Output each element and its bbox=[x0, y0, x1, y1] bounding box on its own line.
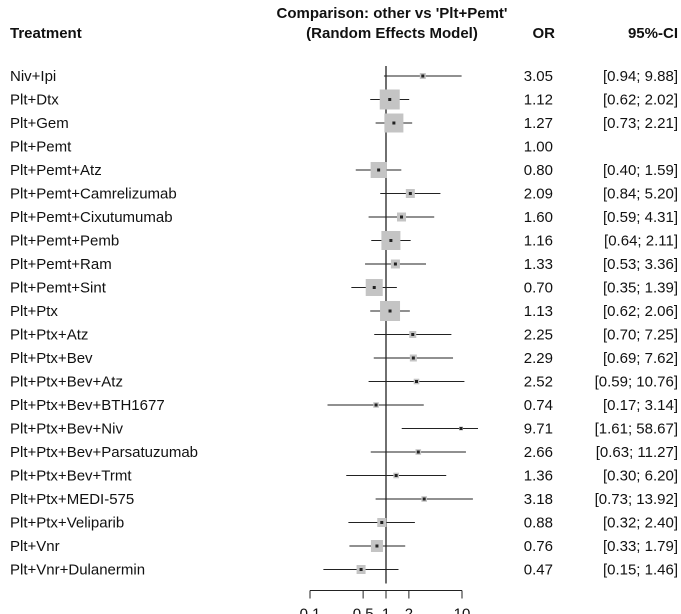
treatment-label-plt-pemt-atz: Plt+Pemt+Atz bbox=[10, 162, 102, 179]
or-value-plt-vnr-dulanermin: 0.47 bbox=[524, 562, 553, 579]
treatment-label-plt-pemt-camrelizumab: Plt+Pemt+Camrelizumab bbox=[10, 186, 177, 203]
chart-title: Comparison: other vs 'Plt+Pemt' bbox=[277, 5, 508, 22]
ci-value-plt-ptx-medi-575: [0.73; 13.92] bbox=[595, 491, 678, 508]
estimate-point-plt-ptx bbox=[388, 309, 392, 313]
x-tick-label-0: 0.1 bbox=[300, 606, 321, 614]
or-value-plt-pemt-cixutumumab: 1.60 bbox=[524, 209, 553, 226]
treatment-column-header: Treatment bbox=[10, 25, 82, 42]
estimate-point-plt-ptx-bev bbox=[411, 356, 415, 360]
treatment-label-plt-vnr-dulanermin: Plt+Vnr+Dulanermin bbox=[10, 562, 145, 579]
or-value-plt-pemt-ram: 1.33 bbox=[524, 256, 553, 273]
chart-subtitle: (Random Effects Model) bbox=[306, 25, 478, 42]
ci-value-plt-ptx-bev-trmt: [0.30; 6.20] bbox=[603, 468, 678, 485]
or-value-plt-ptx: 1.13 bbox=[524, 303, 553, 320]
ci-value-plt-dtx: [0.62; 2.02] bbox=[603, 92, 678, 109]
treatment-label-plt-pemt-cixutumumab: Plt+Pemt+Cixutumumab bbox=[10, 209, 173, 226]
treatment-label-plt-ptx-bev-niv: Plt+Ptx+Bev+Niv bbox=[10, 421, 123, 438]
estimate-point-plt-ptx-atz bbox=[411, 333, 415, 336]
treatment-label-plt-vnr: Plt+Vnr bbox=[10, 538, 60, 555]
treatment-label-plt-pemt: Plt+Pemt bbox=[10, 139, 72, 156]
treatment-label-plt-ptx-bev-atz: Plt+Ptx+Bev+Atz bbox=[10, 374, 123, 391]
or-value-plt-ptx-bev-atz: 2.52 bbox=[524, 374, 553, 391]
treatment-label-plt-pemt-pemb: Plt+Pemt+Pemb bbox=[10, 233, 119, 250]
estimate-point-plt-ptx-bev-trmt bbox=[394, 474, 398, 477]
estimate-point-plt-pemt-camrelizumab bbox=[408, 192, 412, 195]
x-tick-label-2: 1 bbox=[382, 606, 390, 614]
x-tick-label-3: 2 bbox=[405, 606, 413, 614]
or-value-plt-ptx-bev: 2.29 bbox=[524, 350, 553, 367]
ci-value-plt-pemt-camrelizumab: [0.84; 5.20] bbox=[603, 186, 678, 203]
or-value-plt-ptx-medi-575: 3.18 bbox=[524, 491, 553, 508]
estimate-point-plt-ptx-veliparib bbox=[380, 521, 384, 524]
ci-value-plt-ptx-bev-bth1677: [0.17; 3.14] bbox=[603, 397, 678, 414]
ci-value-plt-vnr: [0.33; 1.79] bbox=[603, 538, 678, 555]
or-value-plt-ptx-bev-bth1677: 0.74 bbox=[524, 397, 553, 414]
ci-value-plt-pemt-pemb: [0.64; 2.11] bbox=[604, 233, 678, 250]
ci-value-plt-ptx-bev-parsatuzumab: [0.63; 11.27] bbox=[596, 444, 678, 461]
ci-value-niv-ipi: [0.94; 9.88] bbox=[603, 68, 678, 85]
treatment-label-plt-ptx-bev: Plt+Ptx+Bev bbox=[10, 350, 93, 367]
estimate-point-plt-pemt-ram bbox=[393, 262, 397, 266]
estimate-point-plt-ptx-bev-niv bbox=[459, 427, 463, 430]
ci-column-header: 95%-CI bbox=[628, 25, 678, 42]
treatment-label-niv-ipi: Niv+Ipi bbox=[10, 68, 56, 85]
or-value-plt-pemt-pemb: 1.16 bbox=[524, 233, 553, 250]
treatment-label-plt-ptx-medi-575: Plt+Ptx+MEDI-575 bbox=[10, 491, 134, 508]
estimate-point-plt-gem bbox=[392, 121, 396, 125]
treatment-label-plt-ptx: Plt+Ptx bbox=[10, 303, 58, 320]
or-value-plt-pemt: 1.00 bbox=[524, 139, 553, 156]
or-value-plt-pemt-camrelizumab: 2.09 bbox=[524, 186, 553, 203]
estimate-point-plt-ptx-bev-parsatuzumab bbox=[416, 450, 420, 454]
ci-value-plt-pemt-cixutumumab: [0.59; 4.31] bbox=[603, 209, 678, 226]
or-value-plt-dtx: 1.12 bbox=[524, 92, 553, 109]
treatment-label-plt-ptx-bev-trmt: Plt+Ptx+Bev+Trmt bbox=[10, 468, 132, 485]
estimate-point-plt-pemt-atz bbox=[377, 168, 381, 172]
or-value-plt-gem: 1.27 bbox=[524, 115, 553, 132]
estimate-point-plt-ptx-bev-bth1677 bbox=[374, 403, 378, 407]
ci-value-plt-pemt-sint: [0.35; 1.39] bbox=[603, 280, 678, 297]
or-value-plt-pemt-atz: 0.80 bbox=[524, 162, 553, 179]
treatment-label-plt-pemt-ram: Plt+Pemt+Ram bbox=[10, 256, 112, 273]
or-value-plt-ptx-bev-trmt: 1.36 bbox=[524, 468, 553, 485]
or-value-plt-ptx-bev-niv: 9.71 bbox=[524, 421, 553, 438]
estimate-point-plt-vnr bbox=[375, 544, 379, 548]
ci-value-plt-ptx-veliparib: [0.32; 2.40] bbox=[603, 515, 678, 532]
treatment-label-plt-ptx-veliparib: Plt+Ptx+Veliparib bbox=[10, 515, 124, 532]
x-axis: 0.1 0.5 1 2 10 bbox=[300, 590, 471, 614]
estimate-point-plt-ptx-bev-atz bbox=[415, 380, 419, 383]
treatment-label-plt-ptx-bev-bth1677: Plt+Ptx+Bev+BTH1677 bbox=[10, 397, 165, 414]
estimate-point-plt-ptx-medi-575 bbox=[422, 497, 426, 501]
ci-value-plt-ptx-bev-atz: [0.59; 10.76] bbox=[595, 374, 678, 391]
estimate-point-plt-dtx bbox=[388, 98, 392, 101]
or-value-plt-pemt-sint: 0.70 bbox=[524, 280, 553, 297]
treatment-label-plt-ptx-bev-parsatuzumab: Plt+Ptx+Bev+Parsatuzumab bbox=[10, 444, 198, 461]
ci-value-plt-vnr-dulanermin: [0.15; 1.46] bbox=[603, 562, 678, 579]
ci-value-plt-gem: [0.73; 2.21] bbox=[603, 115, 678, 132]
treatment-label-plt-pemt-sint: Plt+Pemt+Sint bbox=[10, 280, 107, 297]
estimate-point-niv-ipi bbox=[421, 74, 425, 78]
x-tick-label-1: 0.5 bbox=[353, 606, 374, 614]
ci-value-plt-ptx: [0.62; 2.06] bbox=[603, 303, 678, 320]
estimate-point-plt-vnr-dulanermin bbox=[359, 568, 363, 571]
forest-rows: Niv+Ipi 3.05 [0.94; 9.88] Plt+Dtx 1.12 [0.62;… bbox=[10, 66, 678, 584]
estimate-point-plt-pemt-cixutumumab bbox=[400, 215, 404, 219]
or-column-header: OR bbox=[533, 25, 556, 42]
treatment-label-plt-ptx-atz: Plt+Ptx+Atz bbox=[10, 327, 88, 344]
ci-value-plt-ptx-bev-niv: [1.61; 58.67] bbox=[595, 421, 678, 438]
x-tick-label-4: 10 bbox=[454, 606, 471, 614]
or-value-plt-ptx-bev-parsatuzumab: 2.66 bbox=[524, 444, 553, 461]
ci-value-plt-pemt-atz: [0.40; 1.59] bbox=[603, 162, 678, 179]
or-value-plt-ptx-veliparib: 0.88 bbox=[524, 515, 553, 532]
ci-value-plt-ptx-atz: [0.70; 7.25] bbox=[603, 327, 678, 344]
treatment-label-plt-dtx: Plt+Dtx bbox=[10, 92, 59, 109]
treatment-label-plt-gem: Plt+Gem bbox=[10, 115, 69, 132]
estimate-point-plt-pemt-sint bbox=[372, 286, 376, 289]
ci-value-plt-pemt-ram: [0.53; 3.36] bbox=[603, 256, 678, 273]
or-value-niv-ipi: 3.05 bbox=[524, 68, 553, 85]
or-value-plt-vnr: 0.76 bbox=[524, 538, 553, 555]
ci-value-plt-ptx-bev: [0.69; 7.62] bbox=[603, 350, 678, 367]
or-value-plt-ptx-atz: 2.25 bbox=[524, 327, 553, 344]
estimate-point-plt-pemt-pemb bbox=[389, 239, 393, 242]
